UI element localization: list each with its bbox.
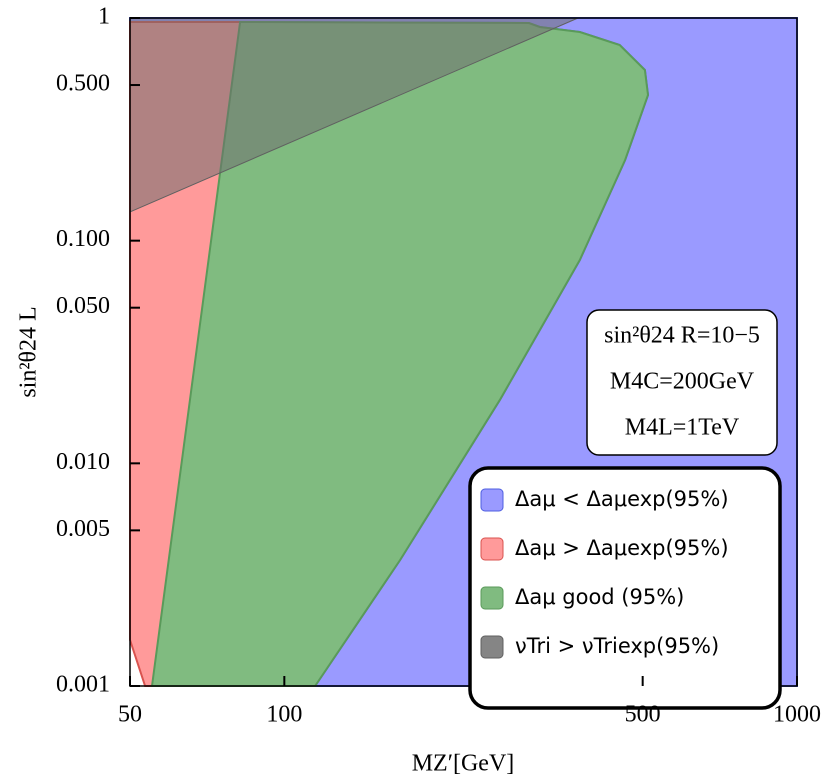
y-tick-label: 0.001 — [56, 672, 110, 698]
legend-label: νTri > νTriexp(95%) — [515, 634, 719, 658]
legend-swatch — [480, 586, 504, 610]
legend-box — [468, 466, 782, 710]
x-tick-label: 100 — [266, 702, 302, 728]
y-axis-label: sin²θ24 L — [16, 306, 42, 397]
annotation: M4C=200GeV — [610, 369, 755, 395]
legend-label: Δaμ good (95%) — [515, 585, 684, 609]
x-tick-label: 1000 — [773, 702, 821, 728]
annotation-box — [586, 309, 778, 456]
y-tick-label: 0.100 — [56, 226, 110, 252]
plot-frame — [129, 17, 798, 687]
y-tick-label: 1 — [98, 4, 110, 30]
y-tick-label: 0.010 — [56, 449, 110, 475]
annotation: M4L=1TeV — [625, 415, 740, 441]
legend-swatch — [480, 635, 504, 659]
y-tick-label: 0.050 — [56, 293, 110, 319]
x-tick-label: 50 — [118, 702, 142, 728]
y-tick-label: 0.500 — [56, 71, 110, 97]
legend-label: Δaμ < Δaμexp(95%) — [515, 487, 729, 511]
annotation: sin²θ24 R=10−5 — [604, 323, 760, 349]
legend-swatch — [480, 537, 504, 561]
y-tick-label: 0.005 — [56, 516, 110, 542]
legend-label: Δaμ > Δaμexp(95%) — [515, 536, 729, 560]
legend-swatch — [480, 488, 504, 512]
x-tick-label: 500 — [625, 702, 661, 728]
x-axis-label: MZ′[GeV] — [412, 751, 515, 777]
